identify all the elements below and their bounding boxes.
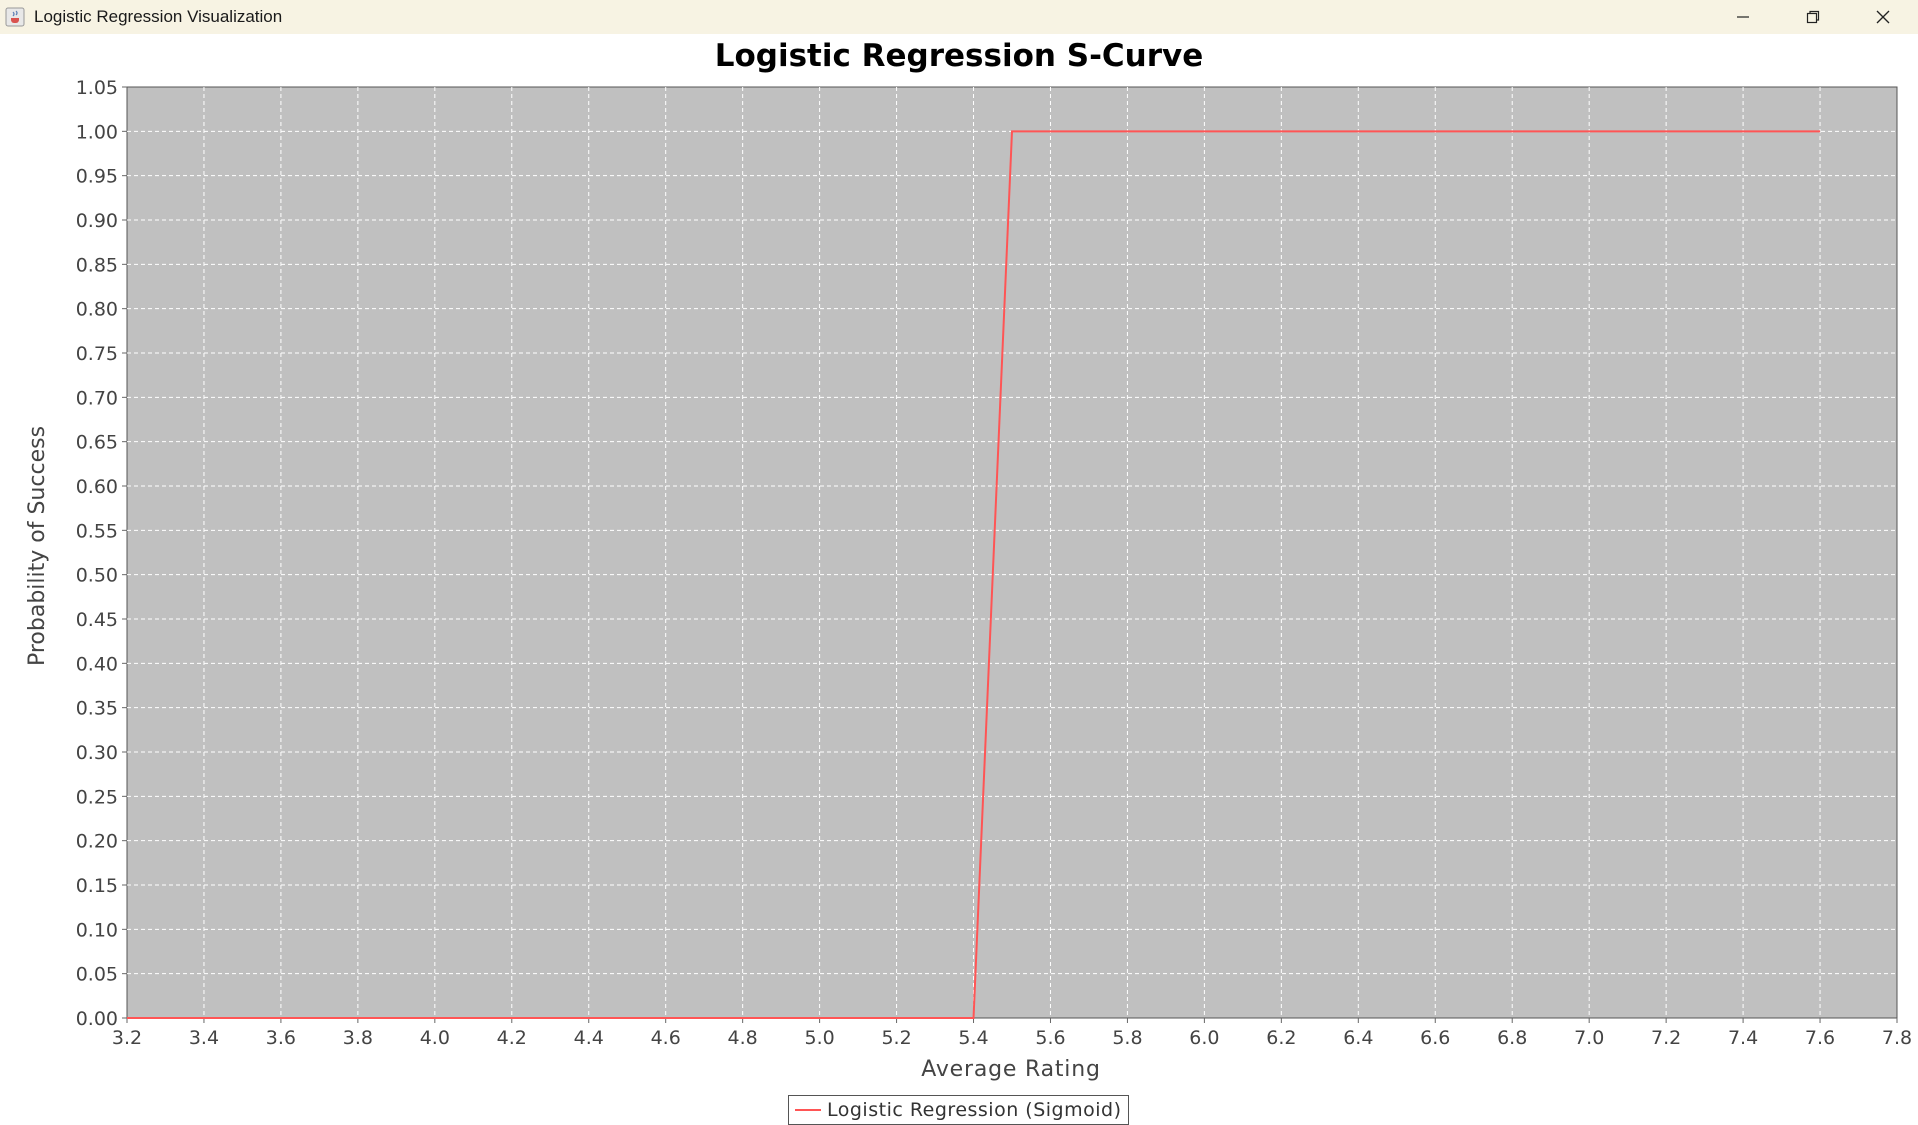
restore-icon <box>1806 10 1820 24</box>
x-tick-label: 5.2 <box>881 1027 911 1049</box>
y-tick-label: 0.05 <box>76 964 118 986</box>
y-tick-label: 0.55 <box>76 520 118 542</box>
y-axis-label: Probability of Success <box>25 426 50 666</box>
x-tick-label: 7.2 <box>1651 1027 1681 1049</box>
plot-area <box>126 86 1898 1019</box>
y-tick-label: 0.20 <box>76 831 118 853</box>
legend-label: Logistic Regression (Sigmoid) <box>827 1099 1122 1121</box>
window-controls <box>1708 0 1918 34</box>
line-chart: 0.00 0.05 0.10 0.15 0.20 0.25 0.30 0.35 0.40 0.45… <box>25 77 1912 1082</box>
x-tick-label: 6.8 <box>1497 1027 1527 1049</box>
x-tick-label: 6.4 <box>1343 1027 1373 1049</box>
x-tick-label: 4.8 <box>728 1027 758 1049</box>
x-tick-label: 5.6 <box>1035 1027 1065 1049</box>
x-tick-label: 5.8 <box>1112 1027 1142 1049</box>
y-tick-label: 0.35 <box>76 698 118 720</box>
x-tick-label: 3.4 <box>189 1027 219 1049</box>
legend-swatch <box>795 1109 821 1111</box>
y-tick-label: 0.75 <box>76 343 118 365</box>
minimize-icon <box>1737 16 1749 18</box>
y-tick-label: 1.05 <box>76 77 118 99</box>
chart-title: Logistic Regression S-Curve <box>714 38 1204 74</box>
x-tick-label: 3.2 <box>112 1027 142 1049</box>
x-tick-label: 3.8 <box>343 1027 373 1049</box>
y-tick-label: 0.95 <box>76 166 118 188</box>
restore-button[interactable] <box>1778 0 1848 34</box>
close-icon <box>1876 10 1890 24</box>
x-tick-label: 4.2 <box>497 1027 527 1049</box>
x-tick-label: 4.0 <box>420 1027 450 1049</box>
y-tick-label: 0.00 <box>76 1008 118 1030</box>
x-tick-label: 4.6 <box>651 1027 681 1049</box>
x-tick-label: 4.4 <box>574 1027 604 1049</box>
y-tick-label: 0.90 <box>76 210 118 232</box>
x-tick-label: 5.0 <box>804 1027 834 1049</box>
y-tick-label: 0.60 <box>76 476 118 498</box>
x-tick-label: 7.8 <box>1882 1027 1912 1049</box>
x-tick-label: 3.6 <box>266 1027 296 1049</box>
x-tick-label: 6.0 <box>1189 1027 1219 1049</box>
x-tick-label: 7.0 <box>1574 1027 1604 1049</box>
chart-panel: Logistic Regression S-Curve 0.00 0.05 0.10… <box>0 34 1918 1125</box>
y-tick-label: 1.00 <box>76 121 118 143</box>
y-tick-label: 0.80 <box>76 299 118 321</box>
y-tick-label: 0.65 <box>76 432 118 454</box>
x-tick-label: 7.4 <box>1728 1027 1758 1049</box>
java-cup-icon <box>4 6 26 28</box>
x-tick-label: 7.6 <box>1805 1027 1835 1049</box>
x-tick-label: 5.4 <box>958 1027 988 1049</box>
y-tick-label: 0.40 <box>76 653 118 675</box>
series-line <box>127 130 1821 1019</box>
minimize-button[interactable] <box>1708 0 1778 34</box>
window-title: Logistic Regression Visualization <box>34 7 283 26</box>
x-tick-label: 6.6 <box>1420 1027 1450 1049</box>
chart-legend: Logistic Regression (Sigmoid) <box>788 1095 1129 1125</box>
y-tick-label: 0.70 <box>76 387 118 409</box>
window-titlebar: Logistic Regression Visualization <box>0 0 1918 34</box>
x-tick-label: 6.2 <box>1266 1027 1296 1049</box>
y-tick-label: 0.30 <box>76 742 118 764</box>
x-axis-label: Average Rating <box>921 1057 1100 1082</box>
y-tick-label: 0.25 <box>76 786 118 808</box>
close-button[interactable] <box>1848 0 1918 34</box>
y-tick-label: 0.85 <box>76 254 118 276</box>
y-tick-label: 0.50 <box>76 565 118 587</box>
y-tick-label: 0.15 <box>76 875 118 897</box>
y-tick-label: 0.45 <box>76 609 118 631</box>
y-tick-label: 0.10 <box>76 919 118 941</box>
